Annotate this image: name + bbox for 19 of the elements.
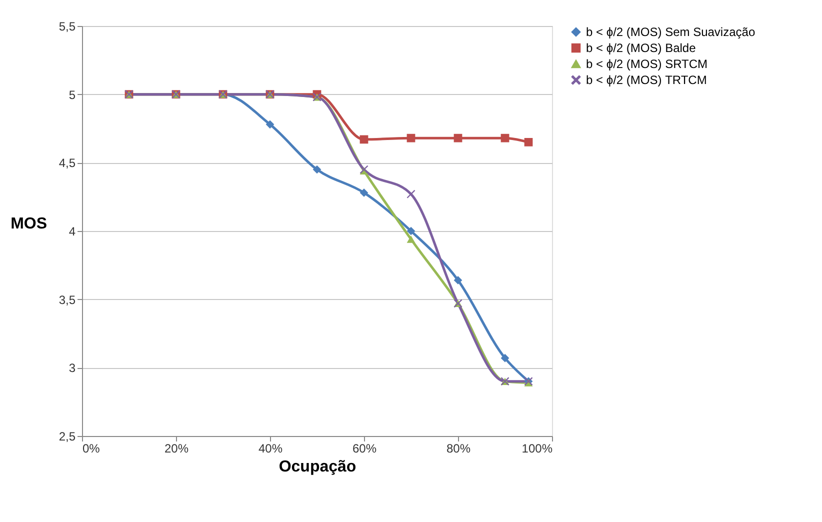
- x-tick-label: 60%: [352, 442, 377, 456]
- y-tick-label: 4: [68, 224, 76, 238]
- x-tick-label: 80%: [446, 442, 471, 456]
- legend-label: b < ϕ/2 (MOS) SRTCM: [586, 57, 708, 71]
- y-tick-label: 4,5: [58, 156, 76, 170]
- x-tick-label: 100%: [522, 442, 553, 456]
- x-tick-label: 0%: [82, 442, 100, 456]
- legend-label: b < ϕ/2 (MOS) TRTCM: [586, 73, 707, 87]
- x-axis-title: Ocupação: [278, 458, 356, 476]
- legend-label: b < ϕ/2 (MOS) Sem Suavização: [586, 25, 756, 39]
- x-tick-label: 40%: [258, 442, 283, 456]
- y-tick-label: 5,5: [58, 20, 76, 34]
- y-tick-label: 2,5: [58, 430, 76, 444]
- y-tick-label: 3: [68, 361, 76, 376]
- y-tick-label: 3,5: [58, 292, 76, 307]
- y-tick-label: 5: [68, 88, 76, 102]
- x-tick-label: 20%: [164, 442, 189, 456]
- y-axis-title: MOS: [10, 216, 48, 232]
- legend-label: b < ϕ/2 (MOS) Balde: [586, 41, 696, 55]
